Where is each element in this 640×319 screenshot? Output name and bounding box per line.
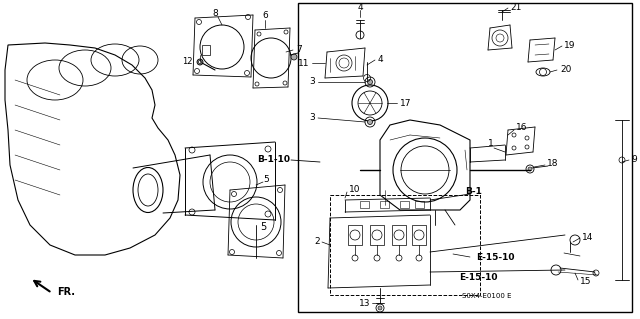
Circle shape xyxy=(291,54,297,60)
Circle shape xyxy=(528,167,532,171)
Text: 20: 20 xyxy=(560,65,572,75)
Text: 6: 6 xyxy=(262,11,268,20)
Circle shape xyxy=(378,306,382,310)
Bar xyxy=(330,195,480,295)
Text: 5: 5 xyxy=(260,222,266,232)
Text: 1: 1 xyxy=(488,139,494,149)
Bar xyxy=(400,201,409,208)
Text: 2: 2 xyxy=(314,238,320,247)
Bar xyxy=(392,225,406,245)
Text: 11: 11 xyxy=(298,58,309,68)
Circle shape xyxy=(198,61,202,63)
Text: 15: 15 xyxy=(580,277,591,286)
Bar xyxy=(348,225,362,245)
Text: 9: 9 xyxy=(631,155,637,165)
Text: 21: 21 xyxy=(510,3,522,11)
Text: 14: 14 xyxy=(582,233,593,241)
Text: 4: 4 xyxy=(357,3,363,11)
Text: 12: 12 xyxy=(182,57,193,66)
Text: 18: 18 xyxy=(547,160,559,168)
Bar xyxy=(370,225,384,245)
Text: 8: 8 xyxy=(212,9,218,18)
Text: 17: 17 xyxy=(400,99,412,108)
Text: 13: 13 xyxy=(358,299,370,308)
Bar xyxy=(415,201,424,208)
Text: 4: 4 xyxy=(378,55,383,63)
Text: E-15-10: E-15-10 xyxy=(476,254,515,263)
Text: 16: 16 xyxy=(516,123,527,132)
Circle shape xyxy=(197,59,203,65)
Bar xyxy=(202,45,210,55)
Text: FR.: FR. xyxy=(57,287,75,297)
Text: 3: 3 xyxy=(309,114,315,122)
Circle shape xyxy=(367,79,372,85)
Text: B-1: B-1 xyxy=(465,188,482,197)
Text: 7: 7 xyxy=(296,46,301,55)
Text: 3: 3 xyxy=(309,78,315,86)
Text: 19: 19 xyxy=(564,41,575,49)
Bar xyxy=(412,225,426,245)
Circle shape xyxy=(367,120,372,124)
Text: 5: 5 xyxy=(263,175,269,184)
Bar xyxy=(298,3,632,312)
Text: E-15-10: E-15-10 xyxy=(459,272,497,281)
Bar xyxy=(360,201,369,208)
Text: 10: 10 xyxy=(349,186,360,195)
Text: S0X4-E0100 E: S0X4-E0100 E xyxy=(462,293,511,299)
Bar xyxy=(380,201,389,208)
Text: B-1-10: B-1-10 xyxy=(257,155,290,165)
